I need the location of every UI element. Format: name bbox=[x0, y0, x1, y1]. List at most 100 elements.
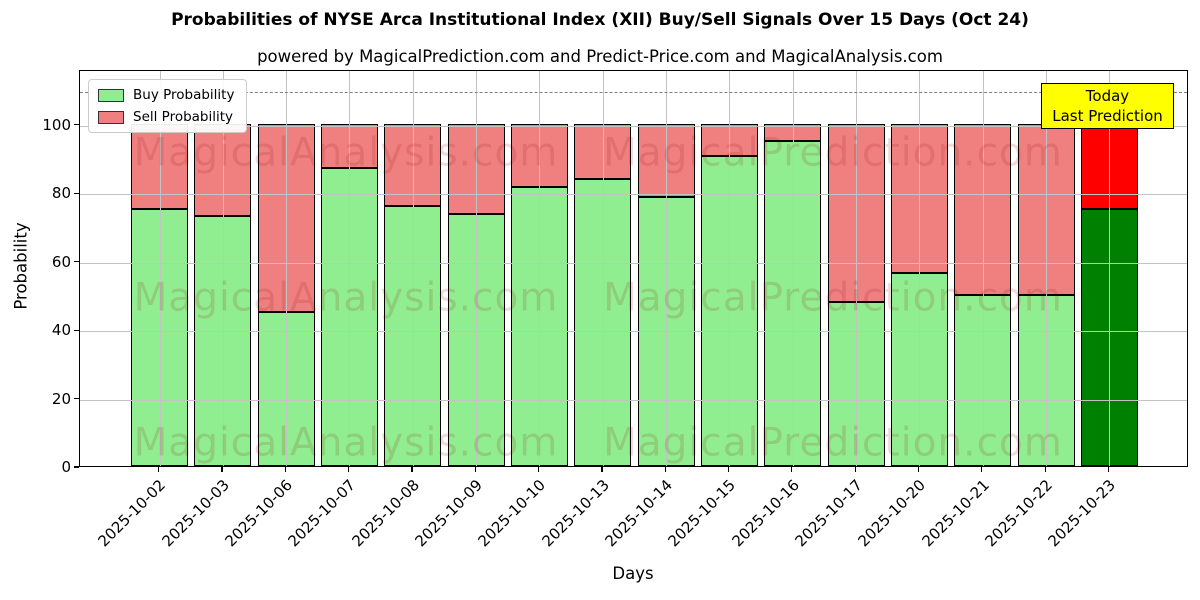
x-tick bbox=[284, 467, 286, 472]
y-tick bbox=[74, 192, 79, 194]
gridline-v bbox=[602, 71, 604, 466]
y-tick bbox=[74, 466, 79, 468]
gridline-v bbox=[792, 71, 794, 466]
sell-segment bbox=[890, 123, 948, 273]
gridline-h-20 bbox=[80, 399, 1187, 401]
sell-segment bbox=[764, 123, 822, 141]
sell-legend-label: Sell Probability bbox=[133, 109, 234, 125]
sell-segment bbox=[954, 123, 1012, 295]
x-tick-label: 2025-10-23 bbox=[1044, 476, 1120, 551]
watermark-left: MagicalAnalysis.com bbox=[133, 420, 559, 466]
x-tick-label: 2025-10-13 bbox=[538, 476, 613, 551]
x-tick-label: 2025-10-22 bbox=[981, 476, 1056, 551]
y-tick bbox=[74, 329, 79, 331]
x-tick bbox=[1107, 467, 1110, 472]
y-tick-label: 20 bbox=[51, 389, 71, 408]
gridline-h-60 bbox=[80, 262, 1187, 264]
x-tick-label: 2025-10-21 bbox=[918, 476, 993, 551]
chart-title: Probabilities of NYSE Arca Institutional… bbox=[171, 10, 1029, 30]
x-tick-label: 2025-10-17 bbox=[791, 476, 866, 551]
plot-area: MagicalAnalysis.com MagicalPrediction.com… bbox=[79, 70, 1188, 467]
chart-subtitle: powered by MagicalPrediction.com and Pre… bbox=[257, 47, 943, 66]
watermark-right: MagicalPrediction.com bbox=[603, 130, 1063, 176]
gridline-v bbox=[159, 71, 161, 466]
y-tick-label: 80 bbox=[51, 184, 71, 203]
x-tick bbox=[1044, 467, 1046, 472]
dashed-threshold-line bbox=[80, 91, 1187, 93]
buy-segment bbox=[890, 272, 948, 466]
legend-item-buy: Buy Probability bbox=[98, 87, 234, 103]
gridline-v bbox=[1046, 71, 1048, 466]
x-tick bbox=[791, 467, 793, 472]
x-tick-label: 2025-10-15 bbox=[664, 476, 740, 551]
x-tick-label: 2025-10-09 bbox=[411, 476, 486, 551]
gridline-v bbox=[349, 71, 351, 466]
x-tick bbox=[981, 467, 983, 472]
x-tick bbox=[917, 467, 920, 472]
gridline-v bbox=[539, 71, 541, 466]
buy-segment bbox=[700, 156, 758, 466]
y-tick bbox=[74, 124, 79, 126]
x-tick-label: 2025-10-14 bbox=[601, 476, 676, 551]
y-tick bbox=[74, 397, 79, 400]
x-tick-label: 2025-10-07 bbox=[284, 476, 360, 551]
buy-segment bbox=[954, 294, 1012, 466]
bar-2025-10-21 bbox=[954, 123, 1012, 466]
x-tick-label: 2025-10-02 bbox=[94, 476, 170, 551]
watermark-left: MagicalAnalysis.com bbox=[133, 275, 559, 321]
y-tick-label: 0 bbox=[61, 458, 71, 476]
gridline-v bbox=[286, 71, 288, 466]
x-tick bbox=[854, 467, 856, 472]
gridline-v bbox=[729, 71, 731, 466]
sell-segment bbox=[700, 123, 758, 157]
y-tick-label: 40 bbox=[51, 321, 71, 340]
x-tick bbox=[727, 467, 730, 472]
buy-swatch bbox=[98, 88, 124, 102]
watermark-right: MagicalPrediction.com bbox=[603, 275, 1063, 321]
gridline-h-100 bbox=[80, 125, 1187, 127]
gridline-v bbox=[412, 71, 414, 466]
gridline-v bbox=[1109, 71, 1111, 466]
watermark-left: MagicalAnalysis.com bbox=[133, 130, 559, 176]
gridline-v bbox=[666, 71, 668, 466]
bar-2025-10-15 bbox=[700, 123, 758, 466]
gridline-v bbox=[222, 71, 224, 466]
x-tick-label: 2025-10-03 bbox=[158, 476, 233, 551]
watermark-right: MagicalPrediction.com bbox=[603, 420, 1063, 466]
bar-2025-10-17 bbox=[827, 123, 885, 466]
bar-2025-10-20 bbox=[890, 123, 948, 466]
today-annotation: Today Last Prediction bbox=[1041, 83, 1174, 129]
gridline-v bbox=[919, 71, 921, 466]
buy-legend-label: Buy Probability bbox=[133, 87, 235, 103]
sell-swatch bbox=[98, 110, 124, 124]
legend: Buy Probability Sell Probability bbox=[88, 79, 248, 133]
legend-item-sell: Sell Probability bbox=[98, 109, 234, 125]
buy-segment bbox=[827, 301, 885, 466]
x-tick bbox=[347, 467, 350, 472]
x-tick-label: 2025-10-08 bbox=[348, 476, 423, 551]
sell-segment bbox=[827, 123, 885, 302]
buy-segment bbox=[1080, 209, 1138, 466]
x-tick bbox=[537, 467, 540, 472]
x-tick bbox=[601, 467, 603, 472]
gridline-v bbox=[476, 71, 478, 466]
x-tick bbox=[221, 467, 223, 472]
x-tick-label: 2025-10-20 bbox=[854, 476, 930, 551]
gridline-v bbox=[856, 71, 858, 466]
annotation-line2: Last Prediction bbox=[1052, 107, 1163, 125]
y-axis-label: Probability bbox=[11, 222, 31, 310]
x-tick bbox=[411, 467, 413, 472]
x-tick bbox=[664, 467, 666, 472]
gridline-h-80 bbox=[80, 194, 1187, 196]
buy-segment bbox=[1017, 294, 1075, 466]
x-tick-label: 2025-10-10 bbox=[474, 476, 550, 551]
y-tick-label: 100 bbox=[42, 115, 71, 134]
x-axis-label: Days bbox=[612, 564, 654, 583]
y-tick bbox=[74, 261, 79, 263]
y-tick-label: 60 bbox=[51, 252, 71, 271]
x-tick-label: 2025-10-16 bbox=[728, 476, 803, 551]
gridline-v bbox=[982, 71, 984, 466]
x-tick bbox=[157, 467, 160, 472]
x-tick-label: 2025-10-06 bbox=[221, 476, 296, 551]
